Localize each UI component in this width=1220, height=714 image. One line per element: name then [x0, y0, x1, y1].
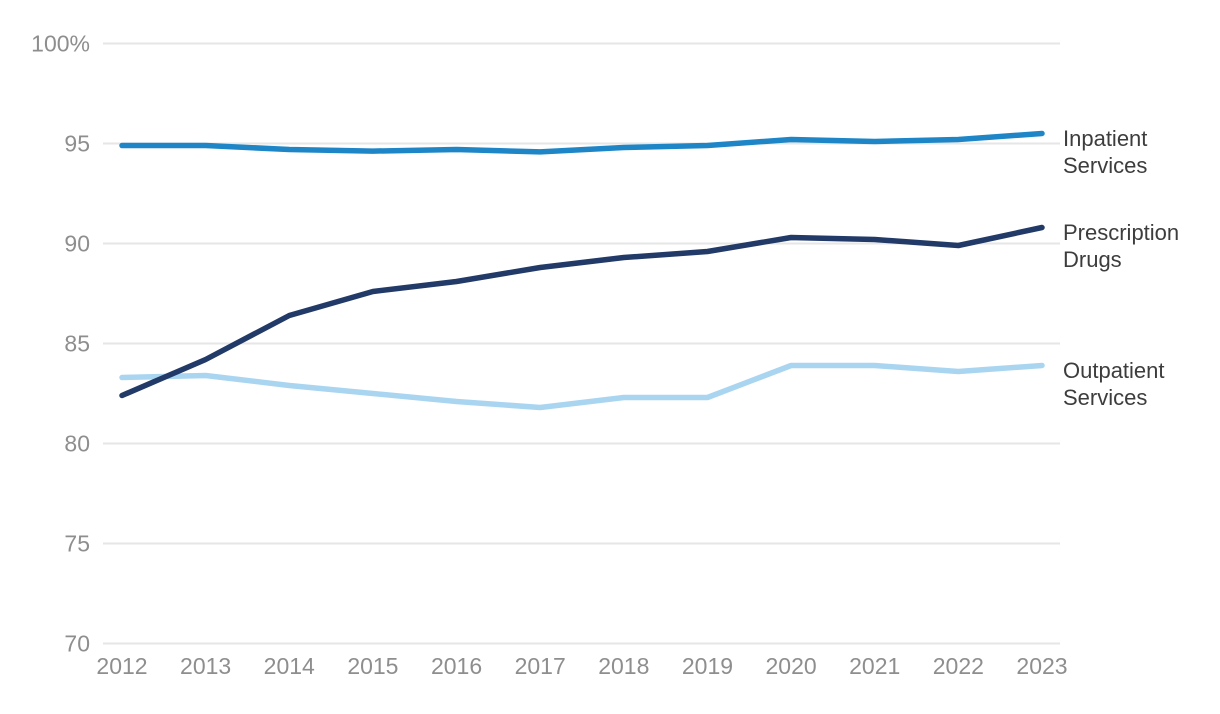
x-axis-tick-label: 2018 — [598, 653, 649, 679]
x-axis-tick-label: 2019 — [682, 653, 733, 679]
series-label-outpatient-services: Outpatient Services — [1063, 357, 1165, 410]
x-axis-tick-label: 2015 — [347, 653, 398, 679]
x-axis-tick-label: 2014 — [264, 653, 315, 679]
x-axis-tick-label: 2022 — [933, 653, 984, 679]
series-line-outpatient-services — [119, 362, 1045, 411]
y-axis-tick-label: 90 — [64, 231, 90, 257]
series-line-prescription-drugs — [119, 224, 1045, 399]
x-axis-tick-label: 2016 — [431, 653, 482, 679]
x-axis-tick-label: 2013 — [180, 653, 231, 679]
x-axis-tick-label: 2020 — [766, 653, 817, 679]
y-axis-tick-label: 85 — [64, 331, 90, 357]
x-axis-tick-label: 2017 — [515, 653, 566, 679]
series-label-prescription-drugs: Prescription Drugs — [1063, 219, 1180, 272]
x-axis-tick-label: 2023 — [1016, 653, 1067, 679]
series-line-inpatient-services — [119, 130, 1045, 155]
x-axis-tick-label: 2021 — [849, 653, 900, 679]
y-axis-tick-label: 95 — [64, 131, 90, 157]
y-axis-tick-label: 80 — [64, 431, 90, 457]
y-axis-tick-label: 75 — [64, 531, 90, 557]
y-axis-tick-label: 100% — [31, 31, 90, 57]
series-label-inpatient-services: Inpatient Services — [1063, 125, 1148, 178]
y-axis-tick-label: 70 — [64, 631, 90, 657]
x-axis-tick-label: 2012 — [96, 653, 147, 679]
